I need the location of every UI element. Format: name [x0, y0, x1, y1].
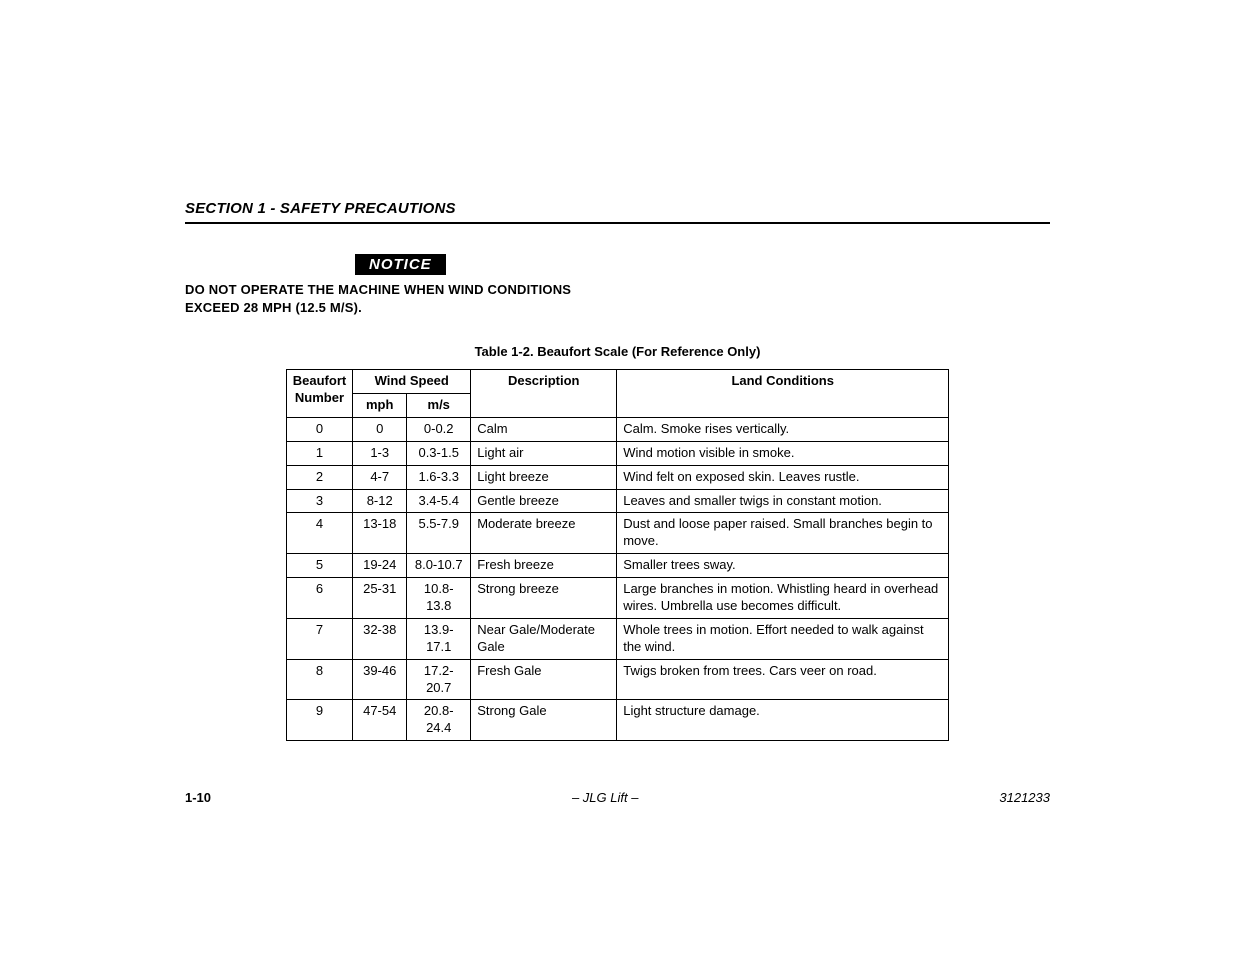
cell-desc: Light air — [471, 441, 617, 465]
cell-ms: 3.4-5.4 — [407, 489, 471, 513]
table-row: 4 13-18 5.5-7.9 Moderate breeze Dust and… — [286, 513, 948, 554]
notice-label: NOTICE — [355, 254, 446, 275]
cell-land: Wind motion visible in smoke. — [617, 441, 949, 465]
cell-num: 5 — [286, 554, 352, 578]
table-row: 0 0 0-0.2 Calm Calm. Smoke rises vertica… — [286, 417, 948, 441]
cell-land: Calm. Smoke rises vertically. — [617, 417, 949, 441]
cell-ms: 0.3-1.5 — [407, 441, 471, 465]
cell-num: 6 — [286, 578, 352, 619]
cell-num: 0 — [286, 417, 352, 441]
cell-mph: 25-31 — [353, 578, 407, 619]
table-row: 9 47-54 20.8-24.4 Strong Gale Light stru… — [286, 700, 948, 741]
footer-center-text: – JLG Lift – — [185, 790, 1050, 805]
cell-mph: 4-7 — [353, 465, 407, 489]
cell-num: 2 — [286, 465, 352, 489]
cell-desc: Strong Gale — [471, 700, 617, 741]
th-windspeed: Wind Speed — [353, 370, 471, 394]
th-beaufort-number: Beaufort Number — [286, 370, 352, 418]
footer-doc-number: 3121233 — [999, 790, 1050, 805]
table-row: 1 1-3 0.3-1.5 Light air Wind motion visi… — [286, 441, 948, 465]
cell-mph: 0 — [353, 417, 407, 441]
page-footer: 1-10 3121233 – JLG Lift – — [185, 790, 1050, 805]
cell-desc: Strong breeze — [471, 578, 617, 619]
cell-mph: 8-12 — [353, 489, 407, 513]
cell-mph: 1-3 — [353, 441, 407, 465]
cell-mph: 32-38 — [353, 618, 407, 659]
cell-mph: 39-46 — [353, 659, 407, 700]
cell-num: 9 — [286, 700, 352, 741]
beaufort-tbody: 0 0 0-0.2 Calm Calm. Smoke rises vertica… — [286, 417, 948, 740]
cell-land: Whole trees in motion. Effort needed to … — [617, 618, 949, 659]
cell-desc: Moderate breeze — [471, 513, 617, 554]
notice-text: DO NOT OPERATE THE MACHINE WHEN WIND CON… — [185, 281, 615, 316]
cell-num: 7 — [286, 618, 352, 659]
cell-ms: 1.6-3.3 — [407, 465, 471, 489]
section-header: SECTION 1 - SAFETY PRECAUTIONS — [185, 200, 1050, 224]
cell-ms: 20.8-24.4 — [407, 700, 471, 741]
cell-land: Leaves and smaller twigs in constant mot… — [617, 489, 949, 513]
table-row: 6 25-31 10.8-13.8 Strong breeze Large br… — [286, 578, 948, 619]
table-row: 8 39-46 17.2-20.7 Fresh Gale Twigs broke… — [286, 659, 948, 700]
th-description: Description — [471, 370, 617, 418]
cell-ms: 5.5-7.9 — [407, 513, 471, 554]
table-row: 2 4-7 1.6-3.3 Light breeze Wind felt on … — [286, 465, 948, 489]
cell-mph: 47-54 — [353, 700, 407, 741]
cell-ms: 17.2-20.7 — [407, 659, 471, 700]
cell-ms: 13.9-17.1 — [407, 618, 471, 659]
cell-mph: 13-18 — [353, 513, 407, 554]
cell-mph: 19-24 — [353, 554, 407, 578]
cell-land: Smaller trees sway. — [617, 554, 949, 578]
cell-num: 4 — [286, 513, 352, 554]
table-row: 7 32-38 13.9-17.1 Near Gale/Moderate Gal… — [286, 618, 948, 659]
th-ms: m/s — [407, 393, 471, 417]
cell-land: Dust and loose paper raised. Small branc… — [617, 513, 949, 554]
table-row: 5 19-24 8.0-10.7 Fresh breeze Smaller tr… — [286, 554, 948, 578]
table-row: 3 8-12 3.4-5.4 Gentle breeze Leaves and … — [286, 489, 948, 513]
cell-ms: 8.0-10.7 — [407, 554, 471, 578]
cell-desc: Fresh Gale — [471, 659, 617, 700]
cell-num: 1 — [286, 441, 352, 465]
cell-land: Light structure damage. — [617, 700, 949, 741]
cell-desc: Gentle breeze — [471, 489, 617, 513]
notice-block: NOTICE DO NOT OPERATE THE MACHINE WHEN W… — [185, 254, 615, 316]
cell-ms: 0-0.2 — [407, 417, 471, 441]
cell-desc: Near Gale/Moderate Gale — [471, 618, 617, 659]
cell-land: Twigs broken from trees. Cars veer on ro… — [617, 659, 949, 700]
cell-num: 3 — [286, 489, 352, 513]
table-caption: Table 1-2. Beaufort Scale (For Reference… — [185, 344, 1050, 359]
beaufort-table: Beaufort Number Wind Speed Description L… — [286, 369, 949, 741]
cell-desc: Calm — [471, 417, 617, 441]
th-mph: mph — [353, 393, 407, 417]
cell-ms: 10.8-13.8 — [407, 578, 471, 619]
th-land-conditions: Land Conditions — [617, 370, 949, 418]
cell-desc: Light breeze — [471, 465, 617, 489]
cell-land: Large branches in motion. Whistling hear… — [617, 578, 949, 619]
footer-page-number: 1-10 — [185, 790, 211, 805]
cell-land: Wind felt on exposed skin. Leaves rustle… — [617, 465, 949, 489]
cell-num: 8 — [286, 659, 352, 700]
cell-desc: Fresh breeze — [471, 554, 617, 578]
